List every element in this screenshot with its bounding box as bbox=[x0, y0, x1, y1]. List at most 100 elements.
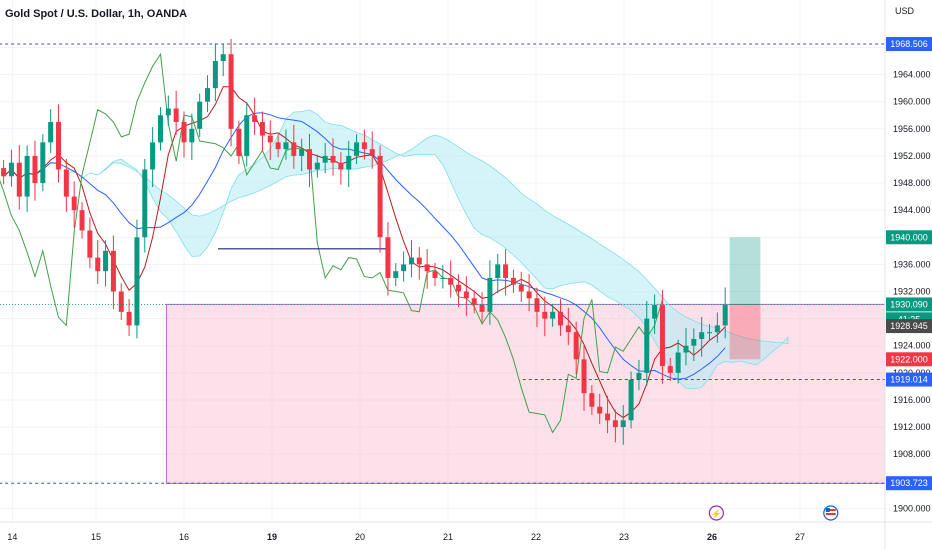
x-tick-label: 27 bbox=[795, 532, 805, 542]
stop-zone bbox=[729, 304, 761, 360]
candle-body bbox=[612, 420, 618, 428]
candle-body bbox=[252, 115, 258, 123]
candle-body bbox=[408, 257, 414, 265]
candle-body bbox=[220, 54, 226, 62]
price-tag-label: 1940.000 bbox=[890, 232, 928, 242]
candle-body bbox=[16, 162, 22, 197]
candle-body bbox=[173, 108, 179, 123]
x-tick-label: 21 bbox=[443, 532, 453, 542]
candle-body bbox=[361, 142, 367, 150]
candle-body bbox=[487, 277, 493, 312]
candle-body bbox=[244, 115, 250, 156]
candle-body bbox=[644, 318, 650, 373]
price-tags: 1968.5061940.0001930.09041:351928.945192… bbox=[886, 37, 932, 491]
price-tag-bg bbox=[886, 37, 932, 52]
price-tag-bg bbox=[886, 352, 932, 367]
candle-body bbox=[283, 142, 289, 150]
candle-body bbox=[416, 257, 422, 265]
candle-body bbox=[628, 379, 634, 421]
candle-body bbox=[707, 332, 713, 334]
price-tag-bg bbox=[886, 319, 932, 334]
candle-body bbox=[165, 108, 171, 116]
candle-body bbox=[510, 277, 516, 285]
price-tag-bg bbox=[886, 476, 932, 491]
candle-body bbox=[565, 325, 571, 333]
flag-stripe bbox=[825, 509, 836, 511]
candle-body bbox=[79, 210, 85, 231]
candle-body bbox=[542, 311, 548, 319]
candle-body bbox=[448, 277, 454, 285]
price-tag-label: 1968.506 bbox=[890, 39, 928, 49]
candle-body bbox=[40, 142, 46, 184]
candle-body bbox=[573, 332, 579, 360]
candle-body bbox=[103, 250, 109, 272]
candle-body bbox=[299, 149, 305, 156]
candle-body bbox=[424, 264, 430, 272]
candle-body bbox=[667, 366, 673, 373]
y-tick-label: 1948.000 bbox=[893, 178, 931, 188]
candle-body bbox=[267, 135, 273, 143]
candle-body bbox=[126, 311, 132, 326]
demand-zone bbox=[165, 303, 886, 484]
candle-body bbox=[338, 162, 344, 170]
x-tick-label: 19 bbox=[267, 532, 277, 542]
price-tag-bg bbox=[886, 372, 932, 387]
candle-body bbox=[205, 88, 211, 102]
candle-body bbox=[314, 162, 320, 170]
x-tick-label: 16 bbox=[179, 532, 189, 542]
candle-body bbox=[110, 250, 116, 292]
candle-body bbox=[197, 101, 203, 129]
candle-body bbox=[589, 393, 595, 407]
long-position-tool[interactable] bbox=[729, 237, 761, 360]
time-axis[interactable]: 14 15 16 19 20 21 22 23 26 27 bbox=[0, 521, 932, 542]
price-tag-label: 1930.090 bbox=[890, 299, 928, 309]
candle-body bbox=[32, 155, 38, 184]
flag-canton bbox=[825, 508, 830, 512]
y-tick-label: 1908.000 bbox=[893, 449, 931, 459]
candle-body bbox=[401, 264, 407, 272]
candle-body bbox=[495, 264, 501, 278]
candle-body bbox=[95, 257, 101, 272]
candle-body bbox=[581, 359, 587, 394]
candle-body bbox=[699, 332, 705, 339]
cloud-area bbox=[66, 109, 789, 390]
y-tick-label: 1932.000 bbox=[893, 287, 931, 297]
price-axis[interactable]: USD1900.0001904.0001908.0001912.0001916.… bbox=[884, 0, 931, 550]
x-tick-label: 26 bbox=[707, 532, 717, 542]
candle-body bbox=[691, 338, 697, 346]
event-markers: ⚡ bbox=[708, 505, 839, 521]
candle-body bbox=[377, 155, 383, 238]
candle-body bbox=[189, 128, 195, 143]
price-tag-label: 1922.000 bbox=[890, 354, 928, 364]
y-tick-label: 1924.000 bbox=[893, 341, 931, 351]
y-tick-label: 1900.000 bbox=[893, 503, 931, 513]
candle-body bbox=[652, 305, 658, 319]
candle-body bbox=[8, 162, 14, 177]
candles bbox=[1, 38, 728, 445]
lightning-event-icon-glyph: ⚡ bbox=[711, 508, 722, 520]
candle-body bbox=[212, 61, 218, 89]
candle-body bbox=[675, 352, 681, 373]
x-tick-label: 22 bbox=[531, 532, 541, 542]
candle-body bbox=[471, 298, 477, 306]
candle-body bbox=[236, 128, 242, 156]
y-tick-label: 1944.000 bbox=[893, 205, 931, 215]
price-tag-bg bbox=[886, 230, 932, 245]
candle-body bbox=[393, 271, 399, 278]
price-tag-bg bbox=[886, 297, 932, 312]
dashed-levels bbox=[0, 43, 885, 484]
candle-body bbox=[1, 168, 7, 177]
candle-body bbox=[534, 298, 540, 312]
candle-body bbox=[259, 122, 265, 136]
x-tick-label: 23 bbox=[619, 532, 629, 542]
candle-body bbox=[440, 277, 446, 279]
candle-body bbox=[550, 311, 556, 319]
flag-stripe bbox=[825, 513, 836, 515]
candle-body bbox=[275, 142, 281, 150]
y-tick-label: 1912.000 bbox=[893, 422, 931, 432]
candle-body bbox=[181, 122, 187, 143]
lightning-event-icon bbox=[708, 505, 725, 521]
currency-label: USD bbox=[895, 6, 915, 16]
candle-body bbox=[385, 237, 391, 278]
